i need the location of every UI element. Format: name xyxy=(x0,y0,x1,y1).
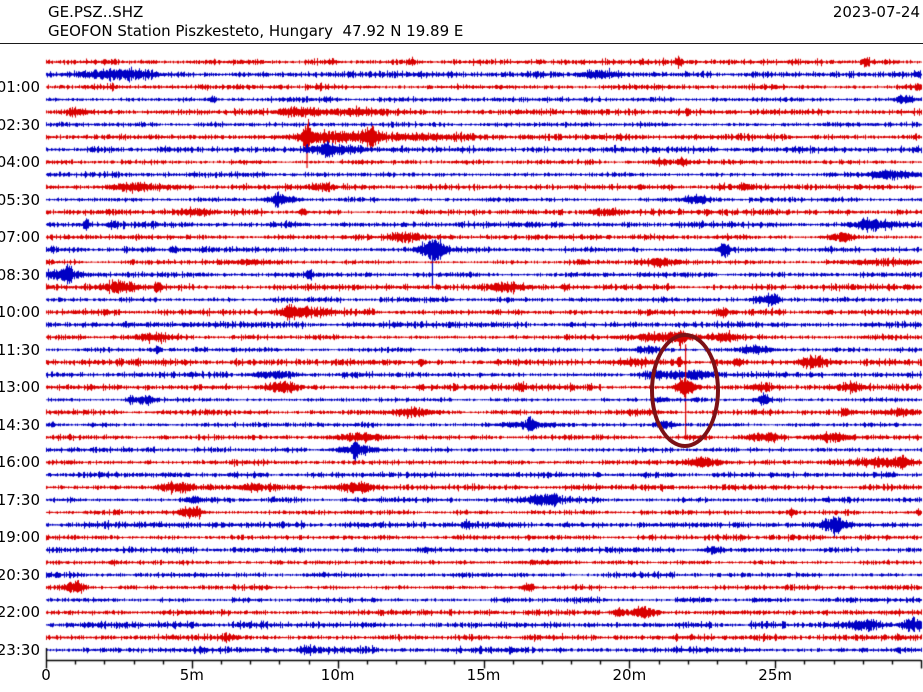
time-label: 17:30 xyxy=(0,490,40,509)
x-tick-label: 0 xyxy=(41,666,51,684)
x-tick-label: 20m xyxy=(612,666,647,684)
time-label: 20:30 xyxy=(0,565,40,584)
time-label: 08:30 xyxy=(0,265,40,284)
time-label: 19:00 xyxy=(0,528,40,547)
header-divider xyxy=(0,43,923,44)
time-label: 22:00 xyxy=(0,603,40,622)
time-label: 10:00 xyxy=(0,303,40,322)
time-label: 05:30 xyxy=(0,190,40,209)
x-tick-label: 10m xyxy=(320,666,355,684)
time-label: 01:00 xyxy=(0,78,40,97)
time-label: 07:00 xyxy=(0,228,40,247)
x-tick-label: 5m xyxy=(179,666,204,684)
x-tick-label: 15m xyxy=(466,666,501,684)
time-label: 11:30 xyxy=(0,340,40,359)
time-label: 16:00 xyxy=(0,453,40,472)
event-circle-annotation xyxy=(649,332,721,449)
time-label: 04:00 xyxy=(0,153,40,172)
plot-date: 2023-07-24 xyxy=(832,3,920,21)
time-label: 14:30 xyxy=(0,415,40,434)
x-tick-label: 25m xyxy=(758,666,793,684)
time-label: 02:30 xyxy=(0,115,40,134)
time-label: 23:30 xyxy=(0,641,40,660)
time-label: 13:00 xyxy=(0,378,40,397)
station-description: GEOFON Station Piszkesteto, Hungary 47.9… xyxy=(48,22,464,40)
channel-id: GE.PSZ..SHZ xyxy=(48,3,144,21)
